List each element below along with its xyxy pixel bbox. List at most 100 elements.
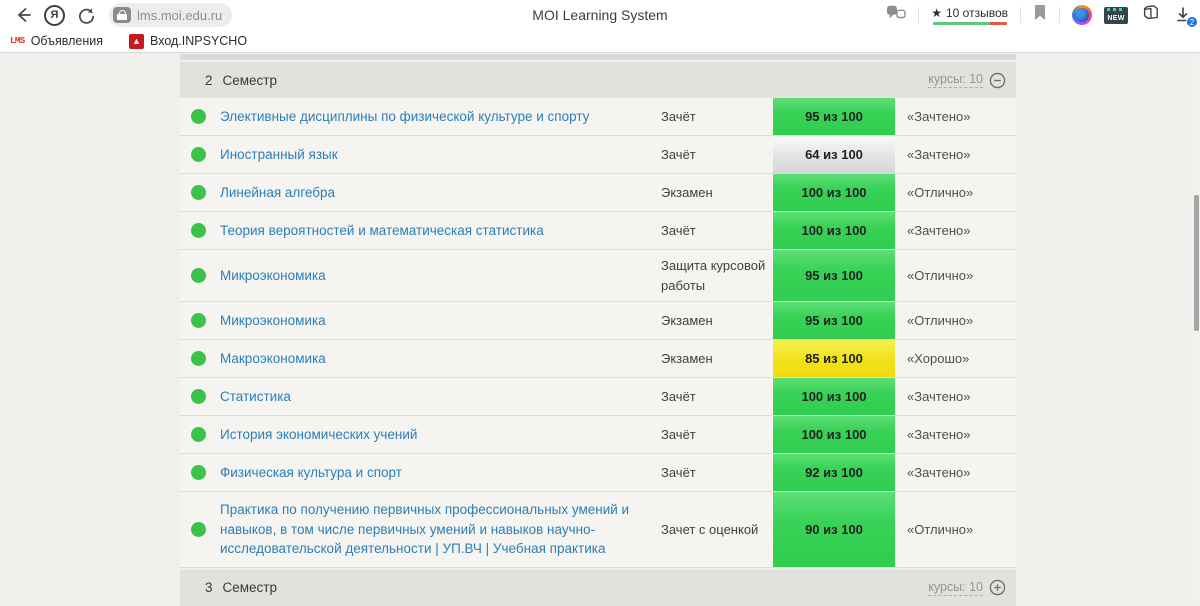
course-link[interactable]: Теория вероятностей и математическая ста…	[220, 212, 661, 249]
status-dot-icon	[191, 109, 206, 124]
status-cell	[180, 136, 220, 173]
grade-text: «Отлично»	[895, 302, 1016, 339]
score-badge: 95 из 100	[773, 250, 895, 301]
grade-text: «Отлично»	[895, 250, 1016, 301]
address-bar[interactable]: lms.moi.edu.ru	[109, 3, 232, 27]
table-row: Микроэкономика Экзамен 95 из 100 «Отличн…	[180, 302, 1016, 340]
tag-icon[interactable]	[1140, 4, 1160, 27]
status-cell	[180, 416, 220, 453]
control-type: Зачёт	[661, 136, 773, 173]
courses-count-link[interactable]: курсы: 10	[928, 72, 983, 88]
back-arrow-icon	[13, 5, 33, 25]
downloads-button[interactable]: 2	[1172, 4, 1194, 26]
lock-icon[interactable]	[113, 7, 131, 23]
score-badge: 100 из 100	[773, 174, 895, 211]
score-badge: 64 из 100	[773, 136, 895, 173]
status-dot-icon	[191, 465, 206, 480]
url-text: lms.moi.edu.ru	[137, 8, 222, 23]
course-link[interactable]: Микроэкономика	[220, 250, 661, 301]
courses-count-link[interactable]: курсы: 10	[928, 580, 983, 596]
divider	[1020, 7, 1021, 23]
grade-text: «Отлично»	[895, 492, 1016, 567]
status-dot-icon	[191, 147, 206, 162]
control-type: Защита курсовой работы	[661, 250, 773, 301]
refresh-icon	[77, 6, 96, 25]
control-type: Зачёт	[661, 416, 773, 453]
course-link[interactable]: Физическая культура и спорт	[220, 454, 661, 491]
status-cell	[180, 250, 220, 301]
score-badge: 100 из 100	[773, 212, 895, 249]
bookmark-item-announcements[interactable]: LMS Объявления	[10, 34, 103, 48]
download-count-badge: 2	[1186, 16, 1198, 28]
rating-bar	[933, 22, 1007, 25]
browser-extension-icon[interactable]	[1072, 5, 1092, 25]
status-dot-icon	[191, 427, 206, 442]
status-dot-icon	[191, 389, 206, 404]
status-dot-icon	[191, 351, 206, 366]
collapse-icon[interactable]	[989, 72, 1006, 89]
reviews-widget[interactable]: ★ 10 отзывов	[931, 6, 1008, 25]
course-link[interactable]: Линейная алгебра	[220, 174, 661, 211]
control-type: Зачёт	[661, 212, 773, 249]
toolbar-right-icons: ★ 10 отзывов NEW 2	[886, 0, 1194, 30]
protect-icon[interactable]	[886, 4, 906, 27]
new-extension-icon[interactable]: NEW	[1104, 7, 1128, 24]
grades-table: 2 Семестр курсы: 10 Элективные дисциплин…	[180, 54, 1016, 606]
control-type: Зачет с оценкой	[661, 492, 773, 567]
course-link[interactable]: История экономических учений	[220, 416, 661, 453]
divider	[1059, 7, 1060, 23]
control-type: Зачёт	[661, 454, 773, 491]
table-row: История экономических учений Зачёт 100 и…	[180, 416, 1016, 454]
semester-title: Семестр	[223, 73, 278, 88]
course-link[interactable]: Статистика	[220, 378, 661, 415]
course-link[interactable]: Микроэкономика	[220, 302, 661, 339]
table-row: Практика по получению первичных професси…	[180, 492, 1016, 568]
divider	[918, 7, 919, 23]
refresh-button[interactable]	[71, 2, 101, 28]
grade-text: «Зачтено»	[895, 136, 1016, 173]
table-row: Микроэкономика Защита курсовой работы 95…	[180, 250, 1016, 302]
bookmark-label: Вход.INPSYCHO	[150, 34, 247, 48]
score-badge: 90 из 100	[773, 492, 895, 567]
yandex-logo-icon[interactable]: Я	[44, 5, 65, 26]
crest-favicon: ▲	[129, 34, 144, 49]
score-badge: 92 из 100	[773, 454, 895, 491]
course-link[interactable]: Иностранный язык	[220, 136, 661, 173]
status-dot-icon	[191, 185, 206, 200]
control-type: Экзамен	[661, 302, 773, 339]
status-cell	[180, 302, 220, 339]
control-type: Экзамен	[661, 340, 773, 377]
bookmark-icon[interactable]	[1033, 4, 1047, 26]
score-badge: 100 из 100	[773, 416, 895, 453]
score-badge: 95 из 100	[773, 98, 895, 135]
course-link[interactable]: Макроэкономика	[220, 340, 661, 377]
browser-toolbar: Я lms.moi.edu.ru MOI Learning System ★ 1…	[0, 0, 1200, 30]
grade-text: «Зачтено»	[895, 212, 1016, 249]
expand-icon[interactable]	[989, 579, 1006, 596]
status-cell	[180, 174, 220, 211]
back-button[interactable]	[8, 2, 38, 28]
grade-text: «Зачтено»	[895, 378, 1016, 415]
status-cell	[180, 454, 220, 491]
grade-text: «Отлично»	[895, 174, 1016, 211]
course-link[interactable]: Элективные дисциплины по физической куль…	[220, 98, 661, 135]
scrollbar-thumb[interactable]	[1194, 195, 1199, 331]
semester-3-header: 3 Семестр курсы: 10	[180, 570, 1016, 606]
bookmarks-bar: LMS Объявления ▲ Вход.INPSYCHO	[0, 30, 1200, 53]
status-dot-icon	[191, 313, 206, 328]
previous-section-edge	[180, 54, 1016, 60]
semester-2-header: 2 Семестр курсы: 10	[180, 62, 1016, 98]
rows: Элективные дисциплины по физической куль…	[180, 98, 1016, 568]
table-row: Статистика Зачёт 100 из 100 «Зачтено»	[180, 378, 1016, 416]
status-cell	[180, 492, 220, 567]
status-cell	[180, 212, 220, 249]
bookmark-item-inpsycho[interactable]: ▲ Вход.INPSYCHO	[129, 34, 247, 49]
grade-text: «Хорошо»	[895, 340, 1016, 377]
table-row: Линейная алгебра Экзамен 100 из 100 «Отл…	[180, 174, 1016, 212]
reviews-count: 10 отзывов	[946, 6, 1008, 20]
grade-text: «Зачтено»	[895, 454, 1016, 491]
status-dot-icon	[191, 522, 206, 537]
table-row: Физическая культура и спорт Зачёт 92 из …	[180, 454, 1016, 492]
score-badge: 85 из 100	[773, 340, 895, 377]
course-link[interactable]: Практика по получению первичных професси…	[220, 492, 661, 567]
